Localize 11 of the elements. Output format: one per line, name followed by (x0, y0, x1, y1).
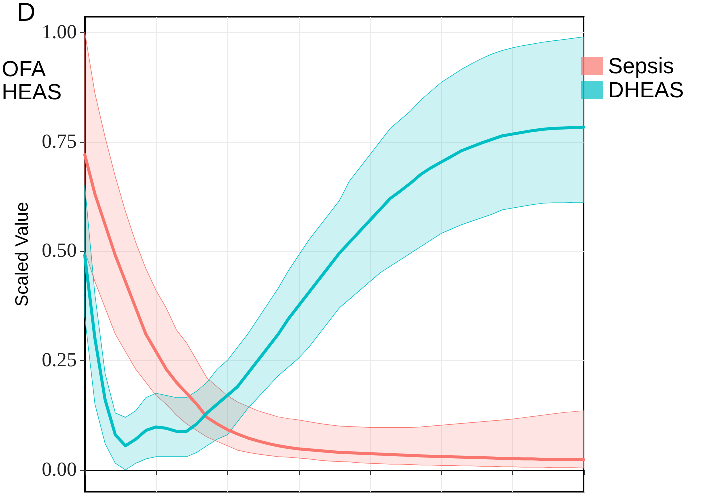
legend-label: Sepsis (608, 54, 674, 78)
chart-title: D (17, 0, 36, 27)
y-tick-label: 0.50 (42, 240, 77, 262)
y-tick-label: 0.00 (42, 459, 77, 482)
y-axis-title: Scaled Value (12, 202, 32, 307)
text: OFA (2, 56, 46, 82)
y-tick-label: 0.25 (42, 350, 77, 372)
series-label: DHEAS (608, 78, 684, 102)
y-tick-label: 1.00 (42, 21, 77, 44)
y-tick-label: 0.75 (42, 130, 77, 153)
text: HEAS (2, 80, 62, 104)
